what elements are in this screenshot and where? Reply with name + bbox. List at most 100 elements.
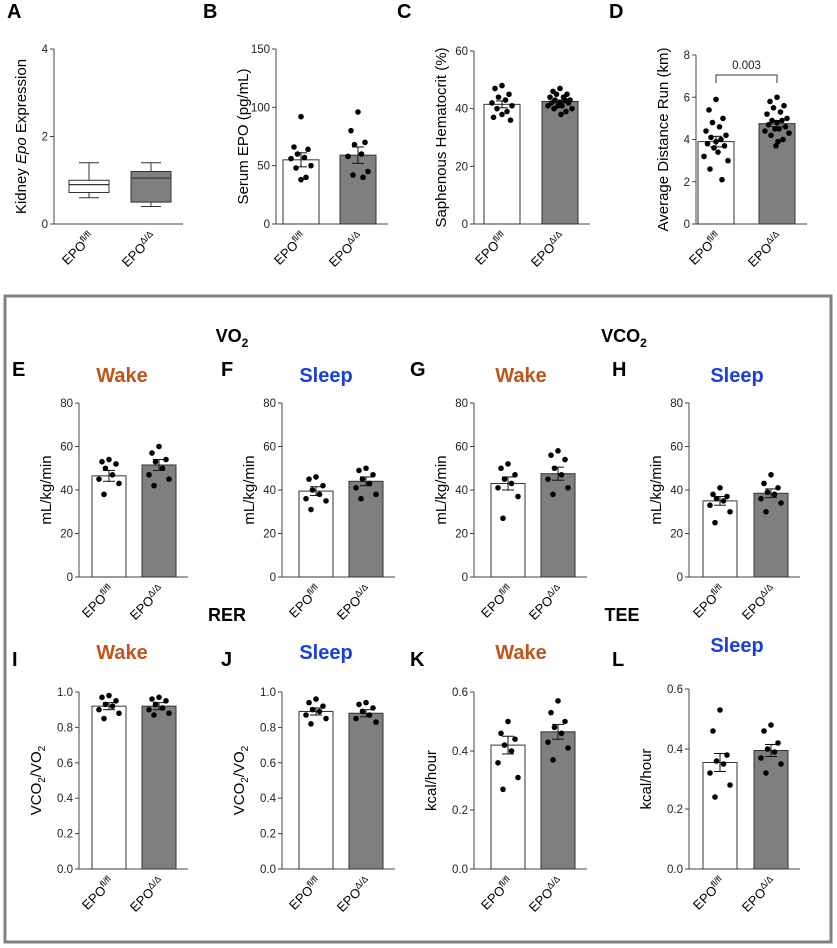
group-label-fl: EPOfl/fl <box>78 874 117 913</box>
y-tick-label: 60 <box>670 442 683 454</box>
data-point <box>550 757 556 763</box>
panel-label-i: I <box>12 649 18 671</box>
y-tick-label: 60 <box>263 442 276 454</box>
data-point <box>159 465 166 472</box>
data-point <box>96 706 102 713</box>
data-point <box>772 126 778 132</box>
data-point <box>166 710 172 717</box>
panel-h: H Sleep 0 20 40 60 80 mL/kg/min EPOfl/fl EPOΔ/Δ <box>612 359 800 623</box>
data-point <box>505 461 511 467</box>
data-point <box>725 157 731 164</box>
data-point <box>356 701 362 708</box>
data-point <box>547 94 553 100</box>
p-value-label: 0.003 <box>732 60 761 72</box>
y-tick-label: 40 <box>60 485 73 497</box>
data-point <box>156 694 162 701</box>
y-tick-label: 0.4 <box>452 746 469 758</box>
bar <box>753 492 789 578</box>
y-tick-label: 1.0 <box>57 687 73 699</box>
data-point <box>166 476 172 482</box>
data-point <box>713 495 720 502</box>
y-tick-label: 0.4 <box>667 744 684 756</box>
y-tick-label: 0.8 <box>57 722 73 734</box>
group-label-fl: EPOfl/fl <box>285 582 324 621</box>
data-point <box>558 111 564 118</box>
data-point <box>363 465 369 472</box>
y-tick-label: 0.6 <box>452 687 468 699</box>
group-label-fl: EPOfl/fl <box>285 874 324 913</box>
data-point <box>313 696 319 702</box>
data-point <box>565 485 571 491</box>
y-tick-label: 6 <box>684 92 690 104</box>
data-point <box>782 124 789 130</box>
panel-b: B 0 50 100 150 Serum EPO (pg/mL) EPOfl/fl EPOΔ/… <box>203 1 388 270</box>
data-point <box>351 141 358 148</box>
data-point <box>763 508 769 515</box>
data-point <box>109 471 116 478</box>
data-point <box>494 105 500 112</box>
y-tick-label: 0 <box>677 572 683 584</box>
y-tick-label: 60 <box>455 46 468 58</box>
data-point <box>558 471 565 478</box>
data-point <box>763 770 769 776</box>
data-point <box>345 153 351 160</box>
data-point <box>509 102 515 109</box>
data-point <box>370 471 376 478</box>
group-label-fl: EPOfl/fl <box>270 229 309 268</box>
data-point <box>316 491 323 498</box>
data-point <box>308 721 314 727</box>
data-point <box>293 165 299 171</box>
data-point <box>715 149 721 155</box>
data-point <box>758 495 764 502</box>
data-point <box>706 107 712 113</box>
section-vco2-title: VCO2 <box>601 326 647 350</box>
data-point <box>727 782 733 788</box>
data-point <box>775 138 781 145</box>
data-point <box>758 755 764 761</box>
data-point <box>309 706 316 713</box>
group-label-fl: EPOfl/fl <box>685 229 724 268</box>
bar <box>282 159 320 225</box>
data-point <box>305 146 311 153</box>
data-point <box>720 115 726 122</box>
y-tick-label: 2 <box>42 132 48 144</box>
data-point <box>109 703 116 709</box>
panel-frame <box>3 294 833 944</box>
data-point <box>502 97 509 103</box>
data-point <box>703 128 709 134</box>
panel-label-l: L <box>612 649 624 671</box>
data-point <box>106 692 112 699</box>
y-tick-label: 0 <box>67 572 73 584</box>
data-point <box>786 130 792 136</box>
data-point <box>294 151 301 157</box>
data-point <box>489 100 495 106</box>
data-point <box>365 168 371 175</box>
data-point <box>555 698 561 704</box>
data-point <box>323 715 329 722</box>
data-point <box>499 111 505 118</box>
bar <box>91 475 127 578</box>
data-point <box>713 96 719 103</box>
group-label-fl: EPOfl/fl <box>477 874 516 913</box>
y-tick-label: 0.4 <box>260 793 277 805</box>
y-tick-label: 0 <box>462 572 468 584</box>
y-axis-label: VCO2/VO2 <box>28 745 48 815</box>
y-tick-label: 0 <box>462 219 468 231</box>
data-point <box>770 105 777 111</box>
y-tick-label: 40 <box>455 104 468 116</box>
panel-c: C 0 20 40 60 Saphenous Hematocrit (%) EPOfl/fl… <box>397 1 590 270</box>
data-point <box>765 121 772 128</box>
data-point <box>565 745 571 751</box>
y-tick-label: 100 <box>251 102 270 114</box>
bar <box>540 473 576 578</box>
data-point <box>151 482 157 489</box>
y-axis-label: mL/kg/min <box>38 455 55 524</box>
data-point <box>768 471 774 478</box>
data-point <box>306 699 312 706</box>
data-point <box>303 174 309 181</box>
panel-label-d: D <box>609 1 623 23</box>
group-label-ko: EPOΔ/Δ <box>333 582 374 623</box>
y-tick-label: 4 <box>42 44 49 56</box>
data-point <box>308 162 314 169</box>
